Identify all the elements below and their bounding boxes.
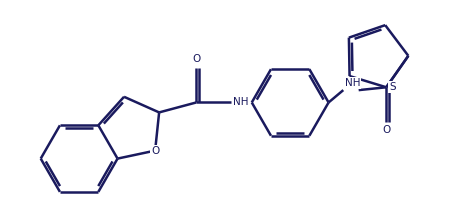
- Text: NH: NH: [233, 97, 249, 107]
- Text: NH: NH: [345, 78, 360, 88]
- Text: O: O: [382, 125, 391, 135]
- Text: O: O: [192, 54, 200, 64]
- Text: O: O: [151, 146, 159, 156]
- Text: S: S: [389, 82, 396, 92]
